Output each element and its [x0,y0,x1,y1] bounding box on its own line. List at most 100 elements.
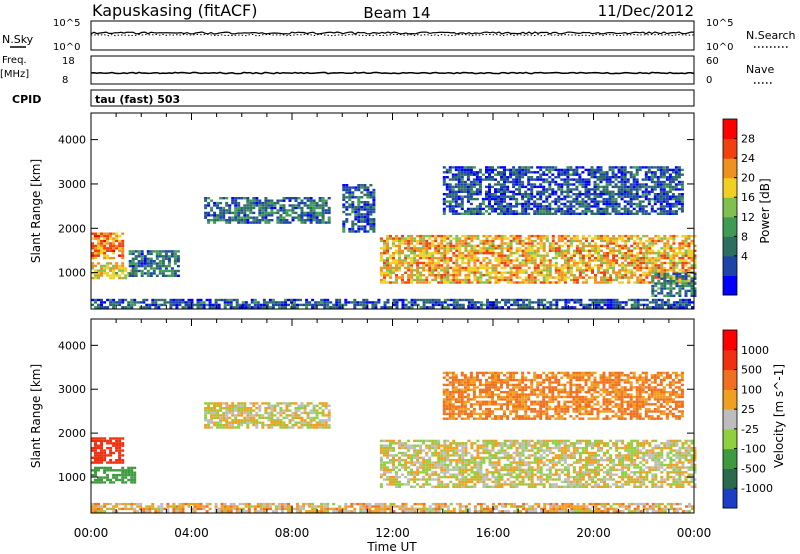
power-cell [629,202,633,206]
power-cell [291,204,295,207]
power-cell [633,306,637,309]
power-cell [656,166,660,169]
power-cell [434,269,438,272]
power-cell [596,183,600,186]
power-cell [464,276,468,279]
power-cell [569,256,573,260]
power-cell [555,298,559,302]
power-cell [448,168,452,172]
power-cell [500,252,504,255]
velocity-cell [303,407,307,410]
power-cell [219,197,223,200]
power-cell [143,267,147,270]
power-cell [608,176,612,179]
velocity-cell [383,466,386,469]
power-cell [524,281,528,284]
power-cell [134,269,138,273]
velocity-cell [379,446,383,450]
velocity-cell [404,466,408,469]
power-cell [371,306,375,309]
power-cell [392,237,395,240]
power-cell [410,249,414,252]
power-cell [548,276,552,279]
power-cell [404,261,408,265]
velocity-cell [106,446,110,450]
power-cell [369,203,373,206]
power-cell [448,178,452,181]
power-cell [515,281,519,284]
power-cell [173,255,177,258]
power-cell [231,197,235,200]
power-cell [443,259,447,262]
power-cell [525,306,529,309]
power-cell [363,186,367,189]
power-cell [208,306,212,309]
power-cell [659,205,663,208]
velocity-cell [276,423,280,427]
velocity-cell [97,446,100,450]
velocity-cell [398,485,401,488]
power-cell [654,303,658,307]
power-cell [413,274,417,277]
power-cell [454,183,458,186]
power-cell [118,303,122,307]
power-cell [342,225,346,228]
power-cell [533,259,537,262]
power-cell [164,255,168,258]
power-cell [659,193,663,196]
power-cell [503,207,506,211]
power-cell [458,274,462,277]
power-cell [579,301,583,304]
power-cell [635,173,639,176]
power-cell [365,303,369,307]
velocity-cell [413,480,417,484]
power-cell [674,195,678,198]
velocity-cell [386,466,389,469]
power-cell [603,234,606,238]
power-cell [297,204,301,207]
velocity-cell [109,449,113,452]
power-cell [542,207,546,211]
power-cell [115,264,119,268]
velocity-cell [389,446,392,450]
power-cell [512,252,516,255]
power-cell [641,185,645,189]
power-cell [644,195,648,198]
velocity-cell [401,454,404,457]
power-cell [621,247,625,250]
velocity-cell [410,444,414,447]
power-cell [527,244,531,248]
power-cell [515,173,519,176]
power-cell [348,198,352,201]
power-cell [207,219,211,222]
power-cell [539,202,543,206]
power-cell [293,298,296,302]
power-cell [594,303,598,307]
power-cell [527,247,531,250]
power-cell [669,294,673,297]
nave-label: Nave [746,63,774,76]
power-cell [109,274,113,277]
power-cell [578,212,582,215]
power-cell [645,298,649,302]
velocity-cell [222,426,226,429]
power-cell [593,195,597,198]
power-cell [521,281,525,284]
power-cell [357,225,361,228]
power-cell [588,249,591,252]
power-cell [425,276,429,279]
power-cell [533,210,537,213]
power-cell [470,256,474,260]
power-cell [542,256,546,260]
power-cell [469,210,473,213]
power-cell [548,183,552,186]
power-cell [525,298,529,302]
power-cell [463,185,467,189]
power-cell [527,249,531,252]
power-cell [305,298,309,302]
power-cell [422,247,426,250]
power-cell [449,278,453,282]
power-cell [207,201,211,205]
power-cell [455,303,459,307]
power-cell [422,303,426,307]
